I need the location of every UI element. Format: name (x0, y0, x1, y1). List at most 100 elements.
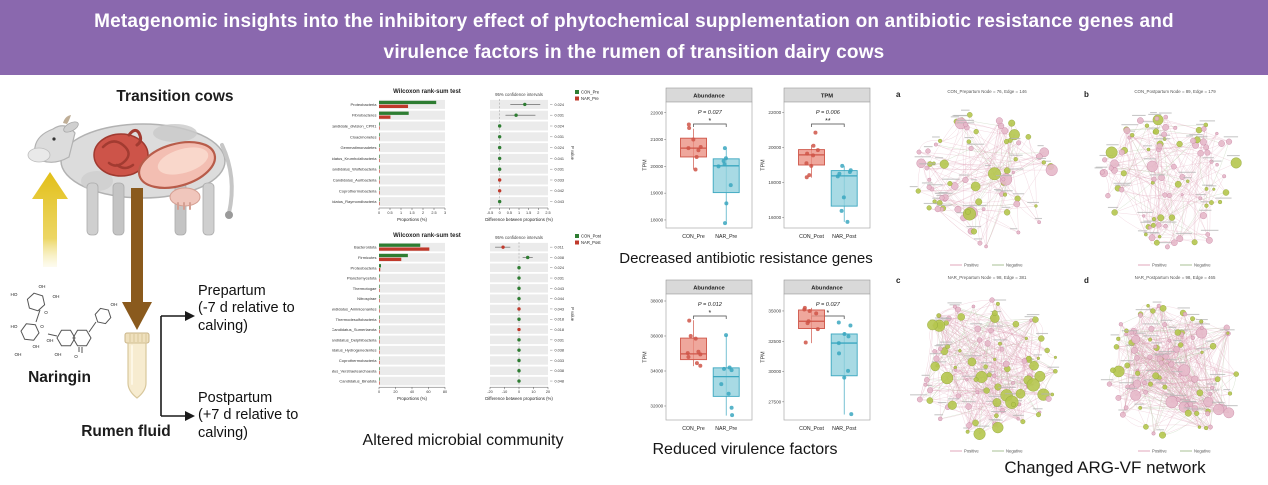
svg-text:P = 0.012: P = 0.012 (698, 302, 723, 308)
svg-text:Candidatus_Sumerlaeota: Candidatus_Sumerlaeota (332, 327, 377, 332)
svg-text:CON_Post: CON_Post (581, 234, 602, 239)
svg-text:-20: -20 (487, 390, 493, 394)
svg-text:0.041: 0.041 (555, 157, 565, 161)
svg-text:0.5: 0.5 (507, 211, 512, 215)
svg-text:O: O (40, 324, 44, 329)
svg-text:d: d (1084, 276, 1089, 285)
rumen-fluid-tube (124, 332, 150, 399)
svg-text:P = 0.027: P = 0.027 (698, 110, 723, 116)
svg-text:21000: 21000 (650, 137, 663, 142)
svg-text:35000: 35000 (768, 309, 781, 314)
svg-text:2: 2 (537, 211, 539, 215)
naringin-label: Naringin (28, 369, 91, 386)
svg-text:36000: 36000 (650, 334, 663, 339)
svg-text:*: * (708, 118, 711, 125)
svg-text:38000: 38000 (650, 299, 663, 304)
vf-boxplot-postpartum: Abundance 27500 30000 32500 35000 TPM P = 0.02… (761, 279, 871, 432)
svg-text:NAR_Pre: NAR_Pre (715, 234, 737, 240)
svg-text:0.011: 0.011 (555, 246, 564, 250)
svg-text:OH: OH (33, 344, 40, 349)
svg-text:0.038: 0.038 (555, 349, 565, 353)
svg-text:18000: 18000 (768, 180, 781, 185)
svg-text:60: 60 (426, 390, 430, 394)
svg-text:Candidatus_Binatota: Candidatus_Binatota (339, 379, 377, 384)
svg-text:2.5: 2.5 (545, 211, 550, 215)
svg-text:0.024: 0.024 (555, 266, 565, 270)
svg-text:0.042: 0.042 (555, 189, 565, 193)
svg-text:Negative: Negative (1194, 263, 1211, 268)
svg-text:Difference between proportions: Difference between proportions (%) (485, 217, 553, 222)
svg-text:Firmicutes: Firmicutes (358, 255, 376, 260)
svg-text:a: a (896, 90, 901, 99)
network-con-postpartum: CON_Postpartum Node = 89, Edge = 179 b Pos… (1084, 89, 1242, 268)
svg-text:Negative: Negative (1006, 449, 1023, 454)
svg-text:0.024: 0.024 (555, 146, 565, 150)
svg-text:Difference between proportions: Difference between proportions (%) (485, 396, 553, 401)
svg-text:candidate_division_CPR1: candidate_division_CPR1 (332, 124, 377, 129)
svg-text:b: b (1084, 90, 1089, 99)
timepoint-bracket (160, 311, 195, 421)
svg-text:OH: OH (55, 352, 62, 357)
svg-text:19000: 19000 (650, 191, 663, 196)
svg-text:40: 40 (410, 390, 414, 394)
svg-text:16000: 16000 (768, 215, 781, 220)
svg-text:Candidatus_Raymondbacteria: Candidatus_Raymondbacteria (332, 199, 377, 204)
svg-text:95% confidence intervals: 95% confidence intervals (495, 92, 543, 97)
svg-text:TPM: TPM (761, 159, 767, 171)
svg-text:0.048: 0.048 (555, 379, 565, 383)
svg-text:Fibrobacteres: Fibrobacteres (352, 113, 376, 118)
svg-text:*: * (708, 310, 711, 317)
svg-text:0.043: 0.043 (555, 307, 565, 311)
svg-text:10: 10 (531, 390, 535, 394)
svg-text:OH: OH (53, 294, 60, 299)
svg-text:CON_Pre: CON_Pre (682, 234, 705, 240)
network-con-prepartum: CON_Prepartum Node = 76, Edge = 146 a Posi… (896, 89, 1058, 268)
svg-text:CON_Prepartum Node = 76, Edge: CON_Prepartum Node = 76, Edge = 146 (947, 89, 1027, 94)
svg-text:Proteobacteria: Proteobacteria (350, 265, 377, 270)
svg-text:3: 3 (444, 211, 446, 215)
svg-text:20: 20 (393, 390, 397, 394)
svg-text:18000: 18000 (650, 218, 663, 223)
rumen-fluid-label: Rumen fluid (81, 423, 171, 440)
title-banner: Metagenomic insights into the inhibitory… (0, 0, 1268, 75)
svg-text:-0.5: -0.5 (487, 211, 494, 215)
svg-text:0.044: 0.044 (555, 297, 565, 301)
svg-text:Cloacimonetes: Cloacimonetes (350, 134, 376, 139)
svg-text:NAR_Post: NAR_Post (832, 234, 857, 240)
svg-text:-10: -10 (502, 390, 508, 394)
svg-text:Wilcoxon rank-sum test: Wilcoxon rank-sum test (393, 233, 461, 239)
arg-caption: Decreased antibiotic resistance genes (619, 250, 873, 267)
svg-text:0.043: 0.043 (555, 287, 565, 291)
svg-text:34000: 34000 (650, 369, 663, 374)
svg-text:0.031: 0.031 (555, 276, 565, 280)
svg-text:0.031: 0.031 (555, 135, 565, 139)
svg-text:Positive: Positive (1152, 263, 1167, 268)
svg-text:80: 80 (443, 390, 447, 394)
svg-text:NAR_Postpartum Node = 98, Edg: NAR_Postpartum Node = 98, Edge = 465 (1135, 275, 1216, 280)
svg-text:CON_Post: CON_Post (799, 426, 824, 432)
svg-text:CON_Post: CON_Post (799, 234, 824, 240)
postpartum-label: Postpartum (+7 d relative to calving) (198, 390, 299, 441)
svg-text:NAR_Prepartum Node = 98, Edge: NAR_Prepartum Node = 98, Edge = 381 (948, 275, 1027, 280)
svg-text:95% confidence intervals: 95% confidence intervals (495, 235, 543, 240)
svg-text:0: 0 (378, 390, 380, 394)
sampling-down-arrow-icon (122, 188, 152, 330)
svg-text:Abundance: Abundance (693, 286, 725, 292)
svg-text:1.5: 1.5 (526, 211, 531, 215)
network-nar-prepartum: NAR_Prepartum Node = 98, Edge = 381 c Posi… (896, 275, 1060, 454)
svg-text:Candidatus_Delphibacteria: Candidatus_Delphibacteria (332, 337, 377, 342)
svg-text:O: O (74, 354, 78, 359)
svg-text:TPM: TPM (643, 351, 649, 363)
svg-text:Abundance: Abundance (693, 94, 725, 100)
svg-text:Negative: Negative (1006, 263, 1023, 268)
svg-text:27500: 27500 (768, 399, 781, 404)
arg-boxplot-prepartum: Abundance 18000 19000 20000 21000 22000 TPM P =… (643, 87, 753, 240)
svg-text:Candidatus_Aminicenantes: Candidatus_Aminicenantes (332, 306, 377, 311)
svg-text:Positive: Positive (964, 263, 979, 268)
svg-text:22000: 22000 (768, 110, 781, 115)
svg-text:0.024: 0.024 (555, 124, 565, 128)
svg-text:Candidatus_Wolfebacteria: Candidatus_Wolfebacteria (332, 167, 377, 172)
svg-text:1: 1 (518, 211, 520, 215)
svg-text:0.043: 0.043 (555, 200, 565, 204)
svg-text:0.5: 0.5 (387, 211, 392, 215)
